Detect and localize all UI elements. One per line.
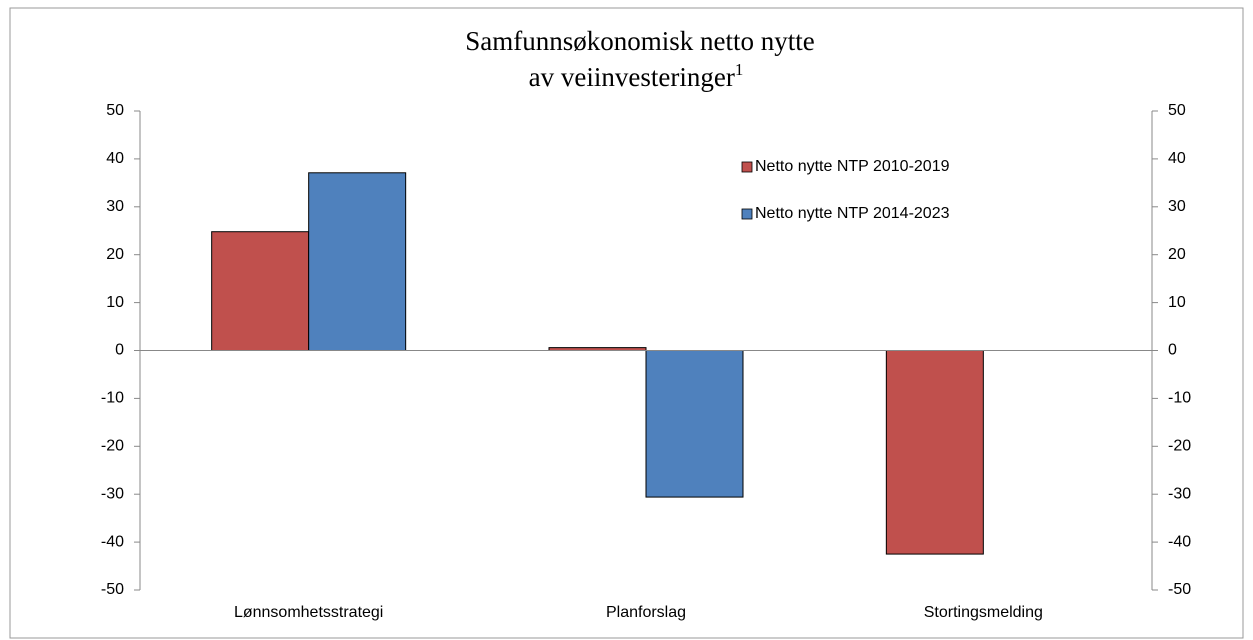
y2-tick-label: 40: [1168, 150, 1186, 167]
y2-tick-label: -20: [1168, 438, 1191, 455]
chart-title: av veiinvesteringer1: [529, 60, 744, 92]
y2-tick-label: 50: [1168, 102, 1186, 119]
legend-swatch: [741, 208, 753, 220]
y-tick-label: 50: [106, 102, 124, 119]
legend-swatch: [741, 161, 753, 173]
chart-frame: [9, 7, 1244, 639]
y2-tick-label: -30: [1168, 485, 1191, 502]
y-tick-label: 30: [106, 198, 124, 215]
x-tick-label: Lønnsomhetsstrategi: [234, 604, 383, 621]
y-tick-label: -30: [101, 485, 124, 502]
y2-tick-label: -10: [1168, 390, 1191, 407]
x-tick-label: Planforslag: [606, 604, 686, 621]
title-footnote: 1: [735, 60, 744, 79]
chart-title: Samfunnsøkonomisk netto nytte: [465, 26, 815, 56]
y-tick-label: -10: [101, 390, 124, 407]
legend-label: Netto nytte NTP 2010-2019: [755, 158, 950, 175]
chart-title-line: av veiinvesteringer: [529, 62, 735, 92]
bar: [645, 350, 744, 498]
y-tick-label: -40: [101, 533, 124, 550]
legend-label: Netto nytte NTP 2014-2023: [755, 205, 950, 222]
bar: [308, 172, 407, 351]
y-tick-label: 20: [106, 246, 124, 263]
y2-tick-label: 20: [1168, 246, 1186, 263]
y-tick-label: -50: [101, 581, 124, 598]
bar: [211, 231, 310, 351]
y-tick-label: 10: [106, 294, 124, 311]
y2-tick-label: 10: [1168, 294, 1186, 311]
y2-tick-label: -50: [1168, 581, 1191, 598]
y-tick-label: 0: [115, 342, 124, 359]
y2-tick-label: 30: [1168, 198, 1186, 215]
y2-tick-label: -40: [1168, 533, 1191, 550]
y-tick-label: -20: [101, 438, 124, 455]
y2-tick-label: 0: [1168, 342, 1177, 359]
bar: [885, 350, 984, 555]
x-tick-label: Stortingsmelding: [924, 604, 1043, 621]
y-tick-label: 40: [106, 150, 124, 167]
